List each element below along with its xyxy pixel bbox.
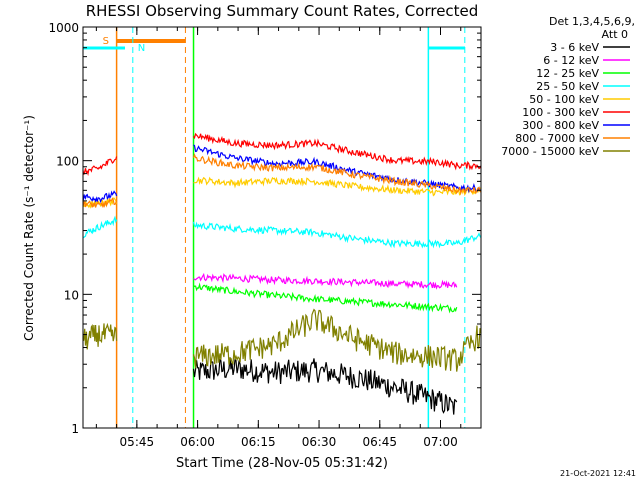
plot-area: SN — [82, 27, 482, 428]
x-tick-label: 06:45 — [362, 435, 397, 449]
series-line-1-segment-0 — [193, 272, 458, 290]
legend-entry-label: 3 - 6 keV — [550, 41, 599, 54]
series-line-7-segment-1 — [192, 153, 482, 196]
legend-title-line-1: Det 1,3,4,5,6,9, — [549, 15, 635, 28]
series-line-8-segment-0 — [82, 322, 118, 350]
plot-frame — [82, 26, 482, 429]
night-marker-label: N — [138, 43, 145, 54]
legend-title-line-2: Att 0 — [602, 28, 628, 41]
legend-entry-label: 7000 - 15000 keV — [501, 145, 599, 158]
series-line-5-segment-0 — [82, 156, 118, 177]
legend-entry-label: 100 - 300 keV — [522, 106, 599, 119]
x-axis: 05:45 06:00 06:15 06:30 06:45 07:00 — [95, 27, 482, 449]
chart-title: RHESSI Observing Summary Count Rates, Co… — [86, 2, 479, 20]
series-line-0-segment-0 — [192, 357, 458, 415]
series-line-8-segment-1 — [192, 308, 482, 372]
y-tick-label: 100 — [56, 155, 79, 169]
series-line-4-segment-1 — [193, 176, 481, 197]
x-tick-label: 06:00 — [180, 435, 215, 449]
y-tick-label: 1 — [71, 422, 79, 436]
series-line-3-segment-0 — [82, 215, 118, 239]
legend-entry-label: 12 - 25 keV — [536, 67, 599, 80]
y-axis: 1 10 100 1000 — [48, 21, 481, 436]
series-line-7-segment-0 — [82, 197, 118, 208]
generation-timestamp: 21-Oct-2021 12:41 — [560, 469, 636, 478]
y-axis-label: Corrected Count Rate (s⁻¹ detector⁻¹) — [22, 115, 36, 341]
x-tick-label: 06:15 — [241, 435, 276, 449]
y-tick-label: 1000 — [48, 21, 79, 35]
x-tick-label: 07:00 — [423, 435, 458, 449]
series-line-5-segment-1 — [193, 132, 482, 171]
series-line-2-segment-0 — [193, 282, 458, 314]
legend-entry-label: 800 - 7000 keV — [515, 132, 599, 145]
saa-marker-label: S — [103, 36, 109, 47]
series-line-6-segment-0 — [82, 190, 118, 204]
y-tick-label: 10 — [64, 288, 79, 302]
x-axis-label: Start Time (28-Nov-05 05:31:42) — [176, 456, 388, 471]
legend-entry-label: 300 - 800 keV — [522, 119, 599, 132]
x-tick-label: 06:30 — [302, 435, 337, 449]
series-line-3-segment-1 — [192, 221, 482, 249]
x-tick-label: 05:45 — [120, 435, 155, 449]
legend-entry-label: 50 - 100 keV — [529, 93, 599, 106]
legend-entry-label: 25 - 50 keV — [536, 80, 599, 93]
legend-entry-label: 6 - 12 keV — [543, 54, 599, 67]
